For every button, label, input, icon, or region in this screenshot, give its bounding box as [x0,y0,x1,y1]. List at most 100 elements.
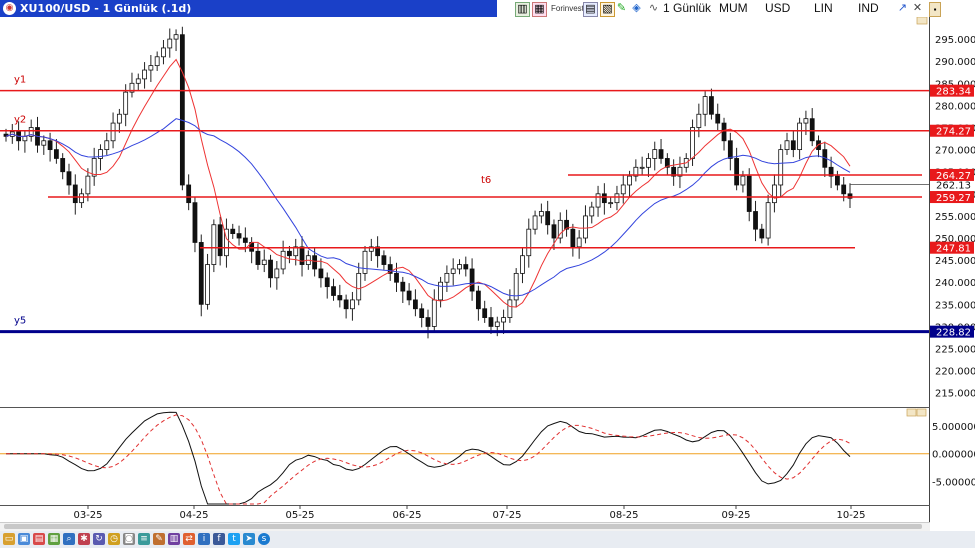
settings-icon[interactable]: ✱ [78,533,90,545]
lin-button[interactable]: LIN [814,1,833,15]
candle-body [772,184,777,204]
note-icon[interactable]: ✎ [153,533,165,545]
palette-icon[interactable]: ▧ [600,2,615,17]
candle-body [142,69,147,80]
candle-body [765,202,771,239]
candle-body [721,122,727,142]
candle-body [532,215,538,230]
candle-body [72,184,78,204]
candle-body [104,140,110,151]
search-icon[interactable]: ⌕ [63,533,75,545]
alarm-icon[interactable]: ◷ [108,533,120,545]
candle-body [154,56,160,67]
ind-button[interactable]: IND [858,1,879,15]
tools-icon[interactable]: ✕ [912,2,923,14]
date-label: 08-25 [609,510,638,521]
list-icon[interactable]: ≡ [138,533,150,545]
date-axis-labels: 03-25 04-25 05-25 06-25 07-25 08-25 09-25 10-25 [73,505,866,521]
chart-icon[interactable]: ▤ [33,533,45,545]
diamond-icon[interactable]: ◈ [632,2,641,14]
candle-body [274,268,280,279]
date-label: 09-25 [721,510,750,521]
candle-body [167,38,173,49]
level-price-text: 259.27 [936,193,971,204]
facebook-icon[interactable]: f [213,533,225,545]
heatmap-icon[interactable]: ▦ [532,2,547,17]
candle-body [356,272,362,301]
price-axis-label: 250.0000 [935,234,975,245]
candle-body [690,127,695,159]
candle-body [224,228,229,257]
candle-body [545,211,551,226]
candle-body [431,299,437,327]
wave-icon[interactable]: ∿ [648,2,659,14]
layout-icon[interactable]: ▥ [168,533,180,545]
candle-body [727,140,733,159]
candle-body [520,255,525,274]
candle-body [740,175,746,186]
refresh-icon[interactable]: ↻ [93,533,105,545]
price-axis-label: 280.0000 [935,101,975,112]
forinvest-label: Forinvest [551,4,584,13]
candle-body [620,184,626,195]
usd-button[interactable]: USD [765,1,791,15]
candle-body [41,140,47,146]
candle-body [614,193,620,204]
chart-type-icon[interactable]: ▥ [515,2,530,17]
level-price-tag [930,191,974,204]
level-name: t6 [481,175,491,186]
candle-body [91,158,97,177]
skype-icon[interactable]: s [258,533,270,545]
candle-body [211,224,217,265]
candle-body [576,237,582,248]
camera-icon[interactable]: ◙ [123,533,135,545]
chart-area[interactable]: 295.0000290.0000285.0000280.0000275.0000… [0,17,975,522]
candle-body [438,281,443,301]
candle-body [413,299,418,310]
candle-body [368,246,374,252]
candle-body [803,118,809,124]
candle-body [746,175,752,212]
grid-icon[interactable]: ▤ [583,2,598,17]
bottom-toolbar: ▭ ▣ ▤ ▦ ⌕ ✱ ↻ ◷ ◙ ≡ ✎ ▥ ⇄ i f t ➤ s [0,531,975,548]
period-selector[interactable]: 1 Günlük [663,1,712,15]
candle-body [658,149,664,159]
level-price-tag [930,241,974,254]
share-icon[interactable]: ⇄ [183,533,195,545]
candles [3,26,853,339]
osc-settings-icon[interactable] [906,408,917,417]
save-icon[interactable]: ▣ [18,533,30,545]
candle-body [457,264,462,270]
price-pane-close-icon[interactable] [916,17,928,25]
price-axis-label: 295.0000 [935,35,975,46]
print-icon[interactable]: ▦ [48,533,60,545]
mum-button[interactable]: MUM [719,1,748,15]
candle-body [85,175,91,195]
candle-body [809,118,815,142]
forinvest-button[interactable]: Forinvest [551,2,611,15]
candle-body [601,193,607,204]
candle-body [696,113,702,128]
candle-body [790,140,796,151]
date-label: 10-25 [836,510,865,521]
scrollbar-thumb[interactable] [4,524,922,529]
candle-body [110,122,116,142]
price-axis-label: 215.0000 [935,389,975,400]
osc-axis-label: 5.000000 [932,422,975,433]
candle-body [381,255,387,265]
candle-body [198,242,204,305]
date-label: 03-25 [73,510,102,521]
price-axis-label: 290.0000 [935,57,975,68]
twitter-icon[interactable]: t [228,533,240,545]
candle-body [633,166,639,177]
folder-icon[interactable]: ▭ [3,533,15,545]
cursor-arrow-icon[interactable]: ↗ [897,2,908,14]
candle-body [664,158,670,168]
telegram-icon[interactable]: ➤ [243,533,255,545]
close-chart-icon[interactable]: ▪ [929,2,941,17]
pencil-icon[interactable]: ✎ [616,2,627,14]
horizontal-scrollbar[interactable] [0,522,930,531]
info-icon[interactable]: i [198,533,210,545]
candle-body [627,175,632,186]
osc-close-icon[interactable] [916,408,927,417]
